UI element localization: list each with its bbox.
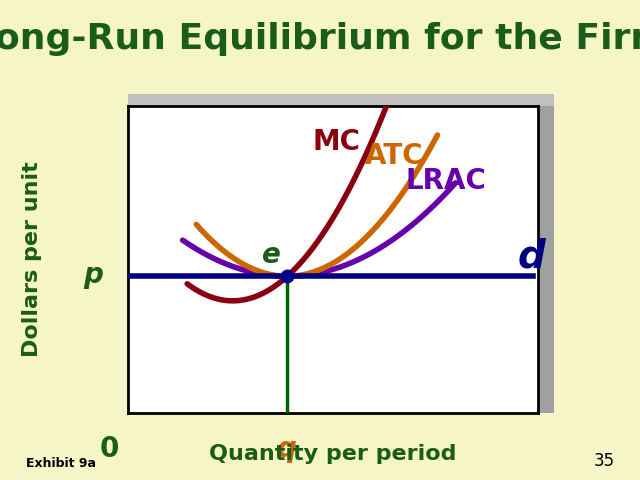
Text: Quantity per period: Quantity per period — [209, 444, 456, 464]
Text: LRAC: LRAC — [406, 167, 486, 195]
Text: p: p — [83, 261, 103, 288]
Text: ATC: ATC — [365, 142, 423, 169]
Text: Exhibit 9a: Exhibit 9a — [26, 457, 95, 470]
Text: Dollars per unit: Dollars per unit — [22, 161, 42, 357]
Text: MC: MC — [312, 128, 360, 156]
Text: d: d — [517, 238, 545, 276]
Text: e: e — [262, 241, 281, 269]
Text: Long-Run Equilibrium for the Firm: Long-Run Equilibrium for the Firm — [0, 22, 640, 56]
Text: 0: 0 — [100, 435, 120, 463]
Text: q: q — [277, 435, 297, 463]
Text: 35: 35 — [593, 452, 614, 470]
